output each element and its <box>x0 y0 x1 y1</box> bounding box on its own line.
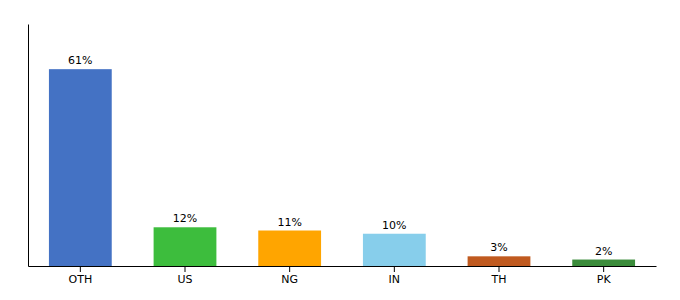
x-tick-label: TH <box>491 273 507 286</box>
x-tick: NG <box>281 266 298 286</box>
x-tick-label: IN <box>389 273 400 286</box>
x-tick-label: OTH <box>69 273 93 286</box>
bar <box>572 260 635 266</box>
y-axis-line <box>28 25 29 267</box>
x-tick: OTH <box>69 266 93 286</box>
page: {"chart_data": {"type": "bar", "categori… <box>0 0 680 300</box>
data-label: 3% <box>490 241 507 254</box>
x-tick-mark <box>394 266 395 272</box>
x-tick-mark <box>499 266 500 272</box>
x-tick-label: US <box>177 273 192 286</box>
bar <box>49 69 112 266</box>
y-axis <box>28 25 29 267</box>
x-tick: PK <box>597 266 612 286</box>
x-tick: US <box>177 266 192 286</box>
data-label: 10% <box>382 219 406 232</box>
x-tick: IN <box>389 266 400 286</box>
bar <box>468 256 531 266</box>
x-tick-label: PK <box>597 273 612 286</box>
x-tick-mark <box>289 266 290 272</box>
x-tick-label: NG <box>281 273 298 286</box>
bars <box>49 69 635 266</box>
bar <box>154 227 217 266</box>
x-tick-mark <box>185 266 186 272</box>
x-tick: TH <box>491 266 507 286</box>
data-labels: 61% 12% 11% 10% 3% 2% <box>68 54 612 257</box>
x-axis: OTH US NG IN TH PK <box>29 266 657 286</box>
data-label: 61% <box>68 54 92 67</box>
data-label: 12% <box>173 212 197 225</box>
x-axis-line <box>29 266 657 267</box>
data-label: 2% <box>595 245 612 258</box>
x-tick-mark <box>80 266 81 272</box>
chart: 61% 12% 11% 10% 3% 2% OTH US NG IN TH PK <box>0 0 680 300</box>
plot: 61% 12% 11% 10% 3% 2% OTH US NG IN TH PK <box>29 25 657 286</box>
data-label: 11% <box>277 216 301 229</box>
bar <box>363 234 426 266</box>
x-tick-mark <box>603 266 604 272</box>
bar <box>258 231 321 266</box>
